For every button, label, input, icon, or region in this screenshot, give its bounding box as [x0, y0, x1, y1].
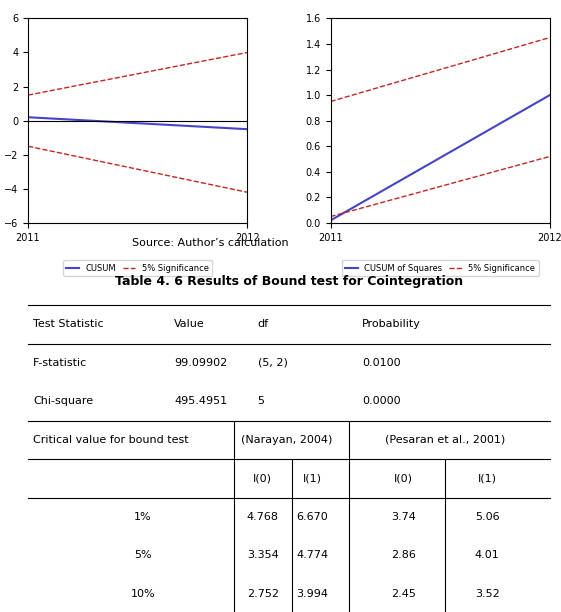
- Legend: CUSUM, 5% Significance: CUSUM, 5% Significance: [63, 261, 212, 276]
- Text: 3.994: 3.994: [296, 589, 328, 599]
- Text: Value: Value: [174, 319, 205, 329]
- Text: 0.0100: 0.0100: [362, 358, 401, 368]
- Text: 4.01: 4.01: [475, 550, 499, 561]
- Text: 5: 5: [257, 397, 265, 406]
- Text: 4.768: 4.768: [247, 512, 279, 522]
- Text: F-statistic: F-statistic: [33, 358, 88, 368]
- Text: Test Statistic: Test Statistic: [33, 319, 104, 329]
- Text: df: df: [257, 319, 269, 329]
- Text: 99.09902: 99.09902: [174, 358, 227, 368]
- Text: 3.74: 3.74: [391, 512, 416, 522]
- Text: Chi-square: Chi-square: [33, 397, 93, 406]
- Text: (Pesaran et al., 2001): (Pesaran et al., 2001): [385, 435, 505, 445]
- Text: 5.06: 5.06: [475, 512, 499, 522]
- Text: I(0): I(0): [254, 474, 272, 483]
- Text: (Narayan, 2004): (Narayan, 2004): [241, 435, 332, 445]
- Text: 10%: 10%: [131, 589, 155, 599]
- Legend: CUSUM of Squares, 5% Significance: CUSUM of Squares, 5% Significance: [342, 261, 539, 276]
- Text: 3.52: 3.52: [475, 589, 499, 599]
- Text: (5, 2): (5, 2): [257, 358, 287, 368]
- Text: Table 4. 6 Results of Bound test for Cointegration: Table 4. 6 Results of Bound test for Coi…: [115, 275, 463, 288]
- Text: 2.752: 2.752: [247, 589, 279, 599]
- Text: 2.45: 2.45: [391, 589, 416, 599]
- Text: 4.774: 4.774: [296, 550, 328, 561]
- Text: 2.86: 2.86: [391, 550, 416, 561]
- Text: 5%: 5%: [134, 550, 151, 561]
- Text: 3.354: 3.354: [247, 550, 279, 561]
- Text: I(1): I(1): [303, 474, 322, 483]
- Text: 6.670: 6.670: [297, 512, 328, 522]
- Text: Probability: Probability: [362, 319, 421, 329]
- Text: I(0): I(0): [394, 474, 413, 483]
- Text: 0.0000: 0.0000: [362, 397, 401, 406]
- Text: Source: Author’s calculation: Source: Author’s calculation: [132, 238, 289, 248]
- Text: I(1): I(1): [477, 474, 496, 483]
- Text: 495.4951: 495.4951: [174, 397, 227, 406]
- Text: 1%: 1%: [134, 512, 151, 522]
- Text: Critical value for bound test: Critical value for bound test: [33, 435, 189, 445]
